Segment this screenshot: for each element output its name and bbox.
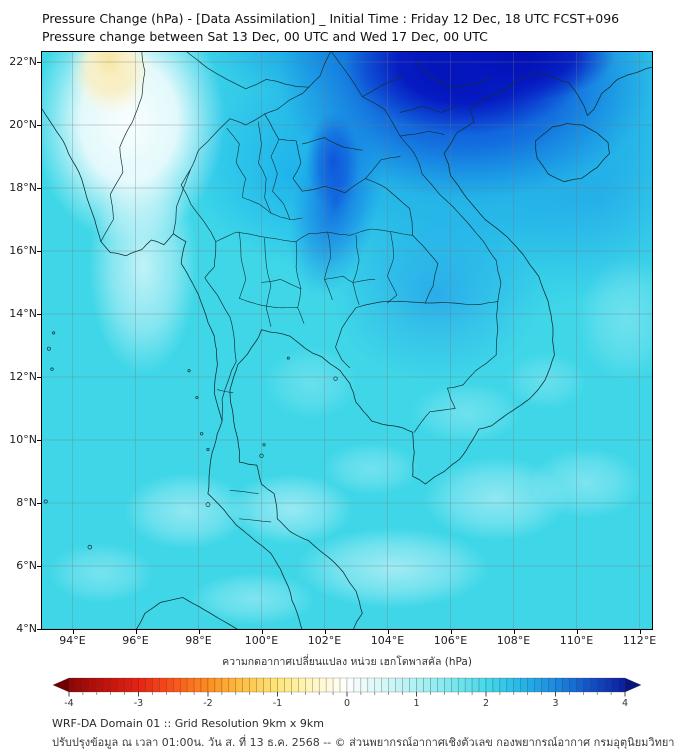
x-tick-mark — [72, 630, 74, 634]
x-tick-mark — [135, 630, 137, 634]
x-tick-label: 100°E — [244, 634, 279, 647]
colorbar: ความกดอากาศเปลี่ยนแปลง หน่วย เฮกโตพาสคัล… — [52, 654, 642, 709]
y-tick-mark — [37, 377, 41, 379]
x-tick-label: 102°E — [307, 634, 342, 647]
x-tick-mark — [513, 630, 515, 634]
x-tick-label: 106°E — [433, 634, 468, 647]
y-tick-mark — [37, 503, 41, 505]
colorbar-tick-labels: -4 -3 -2 -1 0 1 2 3 4 — [64, 698, 628, 709]
y-tick-label: 20°N — [9, 118, 37, 132]
x-tick-label: 110°E — [559, 634, 594, 647]
colorbar-tick-label: -4 — [64, 698, 73, 709]
title-line-1: Pressure Change (hPa) - [Data Assimilati… — [42, 11, 620, 26]
x-tick-label: 94°E — [59, 634, 86, 647]
colorbar-body — [52, 677, 642, 693]
y-tick-label: 4°N — [16, 622, 37, 636]
colorbar-tick-label: -3 — [134, 698, 143, 709]
figure-title: Pressure Change (hPa) - [Data Assimilati… — [42, 10, 619, 46]
x-tick-mark — [450, 630, 452, 634]
y-tick-label: 22°N — [9, 55, 37, 69]
y-tick-label: 6°N — [16, 559, 37, 573]
colorbar-tick-label: -2 — [203, 698, 212, 709]
colorbar-tick-label: 2 — [483, 698, 489, 709]
colorbar-tick-label: 0 — [344, 698, 350, 709]
colorbar-tick-label: 3 — [552, 698, 558, 709]
colorbar-label: ความกดอากาศเปลี่ยนแปลง หน่วย เฮกโตพาสคัล… — [222, 654, 472, 668]
footer-attribution: ปรับปรุงข้อมูล ณ เวลา 01:00น. วัน ส. ที่… — [52, 736, 675, 749]
y-tick-mark — [37, 314, 41, 316]
y-tick-mark — [37, 629, 41, 631]
y-tick-label: 18°N — [9, 181, 37, 195]
y-tick-mark — [37, 188, 41, 190]
y-tick-label: 16°N — [9, 244, 37, 258]
x-tick-label: 98°E — [185, 634, 212, 647]
footer-domain-info: WRF-DA Domain 01 :: Grid Resolution 9km … — [52, 717, 324, 730]
y-tick-mark — [37, 62, 41, 64]
y-tick-label: 12°N — [9, 370, 37, 384]
x-tick-label: 104°E — [370, 634, 405, 647]
colorbar-ticks — [68, 692, 626, 697]
y-tick-mark — [37, 440, 41, 442]
y-tick-mark — [37, 251, 41, 253]
y-tick-label: 14°N — [9, 307, 37, 321]
x-tick-label: 96°E — [122, 634, 149, 647]
y-tick-mark — [37, 125, 41, 127]
x-tick-mark — [639, 630, 641, 634]
x-tick-label: 108°E — [496, 634, 531, 647]
x-tick-mark — [261, 630, 263, 634]
map-contour-blobs — [41, 51, 653, 625]
x-tick-mark — [576, 630, 578, 634]
coastlines-and-borders — [41, 51, 653, 630]
y-tick-label: 8°N — [16, 496, 37, 510]
colorbar-tick-label: 1 — [413, 698, 419, 709]
x-tick-mark — [198, 630, 200, 634]
x-tick-mark — [387, 630, 389, 634]
colorbar-tick-label: 4 — [622, 698, 628, 709]
y-tick-label: 10°N — [9, 433, 37, 447]
pressure-map — [41, 51, 653, 630]
x-tick-label: 112°E — [622, 634, 657, 647]
colorbar-tick-label: -1 — [273, 698, 282, 709]
x-tick-mark — [324, 630, 326, 634]
map-frame — [41, 51, 653, 630]
y-tick-mark — [37, 566, 41, 568]
title-line-2: Pressure change between Sat 13 Dec, 00 U… — [42, 29, 488, 44]
